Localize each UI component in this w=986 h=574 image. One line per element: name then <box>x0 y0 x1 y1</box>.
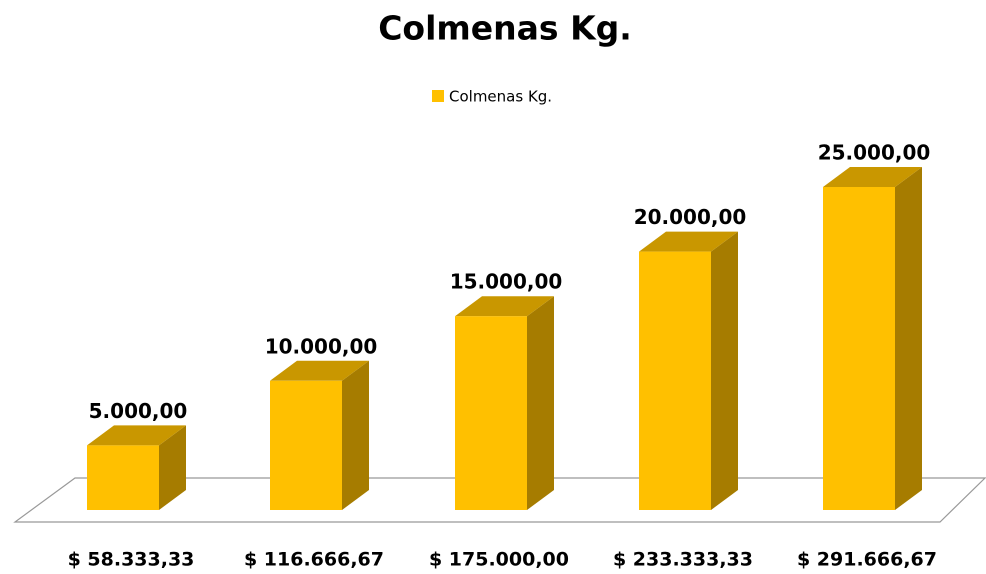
bar-side <box>342 360 369 510</box>
data-label: 25.000,00 <box>818 141 931 165</box>
data-label: 5.000,00 <box>89 399 188 423</box>
x-tick-label: $ 175.000,00 <box>429 549 569 571</box>
bar-side <box>711 231 738 510</box>
x-tick-label: $ 58.333,33 <box>68 549 195 571</box>
bar <box>639 251 711 510</box>
bar-top <box>455 296 554 317</box>
legend-swatch <box>432 90 444 102</box>
x-tick-label: $ 291.666,67 <box>797 549 937 571</box>
data-label: 15.000,00 <box>450 270 563 294</box>
bar-top <box>270 360 369 381</box>
bar-side <box>159 425 186 510</box>
x-tick-label: $ 233.333,33 <box>613 549 753 571</box>
bar <box>87 445 159 510</box>
legend-label: Colmenas Kg. <box>449 88 552 106</box>
x-tick-label: $ 116.666,67 <box>244 549 384 571</box>
bar-top <box>87 425 186 446</box>
bar-top <box>823 167 922 187</box>
bar-top <box>639 231 738 252</box>
bar <box>823 187 895 510</box>
chart-title: Colmenas Kg. <box>378 9 632 48</box>
bar-side <box>895 167 922 510</box>
data-label: 10.000,00 <box>265 334 378 358</box>
bar <box>455 316 527 510</box>
bar <box>270 380 342 510</box>
data-label: 20.000,00 <box>634 205 747 229</box>
bar-side <box>527 296 554 510</box>
